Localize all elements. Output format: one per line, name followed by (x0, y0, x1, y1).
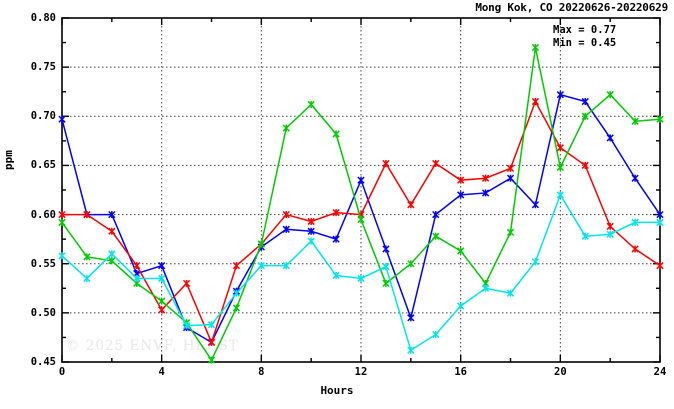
y-tick-label: 0.55 (30, 257, 56, 270)
legend-box: Max = 0.77 Min = 0.45 (553, 24, 616, 50)
x-tick-label: 16 (454, 366, 467, 378)
y-tick-label: 0.70 (30, 110, 56, 123)
x-axis-label: Hours (320, 384, 354, 397)
x-tick-label: 24 (653, 366, 667, 378)
series-20220628 (58, 43, 664, 364)
legend-max: Max = 0.77 (553, 24, 617, 36)
legend-min: Min = 0.45 (553, 37, 617, 49)
x-tick-label: 20 (554, 366, 567, 378)
x-tick-label: 0 (58, 366, 66, 378)
y-tick-label: 0.50 (30, 306, 56, 319)
y-tick-label: 0.75 (30, 61, 56, 74)
series-20220626 (58, 91, 664, 346)
y-tick-label: 0.80 (30, 12, 56, 24)
y-tick-label: 0.60 (30, 208, 56, 221)
y-tick-label: 0.45 (30, 356, 56, 368)
x-tick-label: 8 (258, 366, 265, 378)
chart-title: Mong Kok, CO 20220626-20220629 (475, 1, 668, 14)
x-tick-label: 12 (354, 366, 368, 378)
series-20220629 (58, 191, 664, 354)
series-20220627 (58, 97, 664, 346)
y-tick-label: 0.65 (30, 159, 56, 172)
x-tick-label: 4 (158, 366, 165, 378)
